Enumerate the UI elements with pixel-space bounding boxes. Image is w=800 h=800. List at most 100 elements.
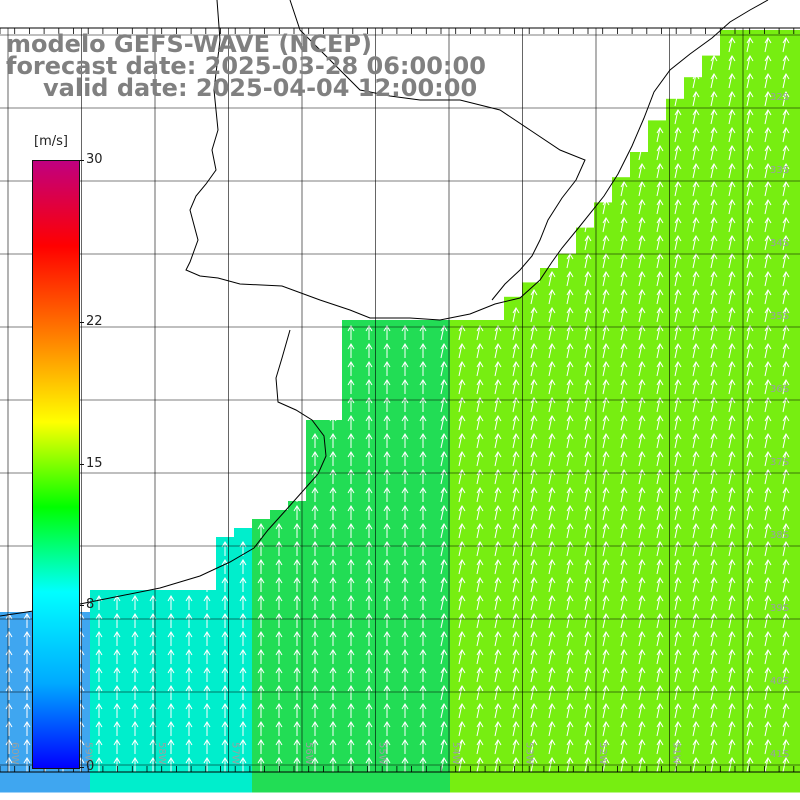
wind-arrow (656, 577, 664, 593)
wind-arrow (710, 91, 718, 107)
wind-arrow (728, 631, 736, 647)
wind-arrow (311, 523, 319, 538)
field-cell (396, 774, 415, 793)
wind-arrow (746, 559, 754, 575)
wind-arrow (692, 469, 700, 485)
wind-arrow (458, 739, 466, 755)
wind-arrow (692, 559, 700, 575)
wind-arrow (365, 343, 373, 358)
field-cell (0, 774, 19, 793)
wind-arrow (494, 343, 502, 359)
wind-arrow (548, 541, 556, 557)
wind-arrow (494, 487, 502, 503)
wind-arrow (638, 343, 646, 359)
wind-arrow (311, 631, 319, 646)
wind-arrow (674, 325, 682, 341)
wind-arrow (347, 379, 355, 394)
wind-arrow (692, 379, 700, 395)
wind-arrow (656, 181, 664, 197)
wind-arrow (746, 451, 754, 467)
wind-arrow (728, 163, 736, 179)
lat-lon-grid (0, 27, 800, 773)
wind-arrow (347, 559, 355, 574)
wind-arrow (95, 667, 103, 682)
wind-arrow (656, 199, 664, 215)
wind-arrow (365, 397, 373, 412)
field-cell (792, 612, 800, 631)
field-cell (234, 774, 253, 793)
wind-arrow (365, 505, 373, 520)
wind-arrow (401, 325, 409, 340)
wind-arrow (620, 199, 628, 215)
wind-arrow (419, 523, 427, 538)
wind-arrow (131, 595, 139, 610)
wind-arrow (419, 721, 427, 736)
wind-arrow (419, 703, 427, 718)
wind-arrow (746, 307, 754, 323)
wind-arrow (602, 397, 610, 413)
longitude-label: 58W (156, 742, 167, 765)
wind-arrow (440, 487, 448, 503)
wind-arrow (401, 487, 409, 502)
wind-arrow (620, 379, 628, 395)
wind-arrow (746, 145, 754, 161)
wind-arrow (419, 649, 427, 664)
wind-arrow (458, 685, 466, 701)
wind-arrow (419, 325, 427, 340)
wind-arrow (401, 433, 409, 448)
wind-arrow (746, 199, 754, 215)
wind-arrow (494, 433, 502, 449)
field-cell (792, 198, 800, 217)
wind-arrow (275, 523, 283, 538)
wind-arrow (329, 451, 337, 466)
field-cell (792, 720, 800, 739)
field-cell (522, 282, 541, 289)
wind-arrow (602, 523, 610, 539)
wind-arrow (512, 307, 520, 323)
field-cell (252, 519, 271, 523)
wind-arrow (113, 595, 121, 610)
wind-arrow (782, 739, 790, 755)
wind-arrow (419, 433, 427, 448)
wind-arrow (440, 721, 448, 737)
wind-arrow (476, 505, 484, 521)
wind-arrow (710, 181, 718, 197)
wind-arrow (584, 703, 592, 719)
wind-arrow (401, 505, 409, 520)
wind-arrow (365, 451, 373, 466)
wind-arrow (782, 361, 790, 377)
wind-arrow (656, 271, 664, 287)
wind-arrow (638, 397, 646, 413)
wind-arrow (5, 721, 13, 736)
wind-arrow (782, 127, 790, 143)
wind-arrow (764, 505, 772, 521)
wind-arrow (440, 685, 448, 701)
field-cell (234, 528, 253, 541)
wind-arrow (530, 613, 538, 629)
wind-arrow (620, 469, 628, 485)
wind-arrow (311, 721, 319, 736)
wind-arrow (782, 235, 790, 251)
wind-arrow (383, 595, 391, 610)
wind-arrow (476, 433, 484, 449)
wind-arrow (365, 361, 373, 376)
wind-arrow (764, 415, 772, 431)
wind-arrow (113, 685, 121, 700)
wind-arrow (656, 127, 664, 143)
wind-arrow (347, 487, 355, 502)
field-cell (252, 774, 271, 793)
field-cell (792, 558, 800, 577)
wind-arrow (512, 595, 520, 611)
wind-arrow (584, 595, 592, 611)
wind-arrow (458, 325, 466, 341)
wind-arrow (728, 541, 736, 557)
wind-arrow (383, 469, 391, 484)
wind-arrow (674, 541, 682, 557)
wind-arrow (638, 307, 646, 323)
wind-arrow (602, 307, 610, 323)
colorbar-unit: [m/s] (34, 134, 68, 149)
wind-arrow (782, 163, 790, 179)
wind-arrow (728, 523, 736, 539)
wind-arrow (656, 523, 664, 539)
field-cell (288, 774, 307, 793)
